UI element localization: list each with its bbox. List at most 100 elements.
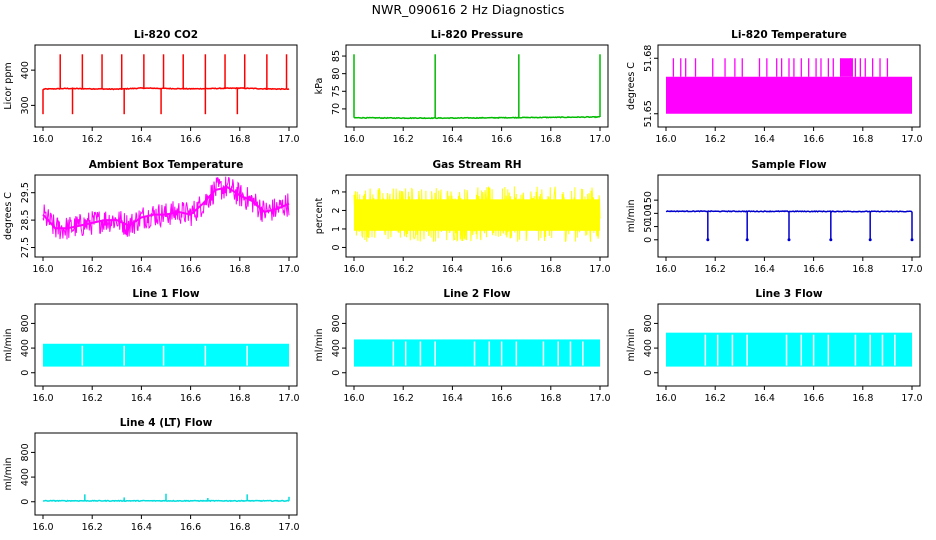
x-tick-label: 16.8 bbox=[229, 522, 250, 533]
x-tick-label: 16.4 bbox=[442, 264, 463, 275]
x-tick-label: 16.6 bbox=[491, 393, 512, 404]
data-layer-pressure bbox=[353, 54, 601, 120]
x-tick-label: 16.4 bbox=[131, 264, 152, 275]
data-layer-co2 bbox=[42, 54, 290, 115]
x-tick-label: 16.2 bbox=[82, 393, 103, 404]
panel-line2: Line 2 Flow 16.0 16.2 16.4 16.6 16.8 17.0 0 400 8… bbox=[314, 288, 611, 404]
data-layer-temperature bbox=[666, 58, 912, 114]
y-tick-label: 85 bbox=[331, 50, 342, 62]
trend-line bbox=[42, 186, 290, 230]
series-band bbox=[43, 343, 289, 367]
series-line bbox=[42, 87, 290, 91]
y-tick-label: 800 bbox=[20, 443, 31, 461]
spike-point bbox=[706, 238, 710, 242]
plot-frame bbox=[657, 174, 921, 258]
x-tick-label: 16.2 bbox=[82, 264, 103, 275]
x-tick-label: 17.0 bbox=[278, 393, 299, 404]
spike-block bbox=[840, 58, 853, 77]
x-tick-label: 16.2 bbox=[705, 264, 726, 275]
panel-co2: Li-820 CO2 16.0 16.2 16.4 16.6 16.8 17.0 300 400… bbox=[3, 29, 300, 145]
series-line bbox=[42, 499, 289, 503]
panel-line3: Line 3 Flow 16.0 16.2 16.4 16.6 16.8 17.0 0 400 8… bbox=[626, 288, 923, 404]
panel-title: Gas Stream RH bbox=[432, 159, 521, 171]
y-axis-label: ml/min bbox=[626, 328, 637, 361]
panel-ambient: Ambient Box Temperature 16.0 16.2 16.4 16.6 1… bbox=[3, 159, 300, 275]
plot-frame bbox=[34, 303, 298, 387]
x-tick-label: 17.0 bbox=[901, 264, 922, 275]
y-tick-label: 70 bbox=[331, 103, 342, 115]
plot-frame bbox=[345, 174, 609, 258]
y-tick-label: 100 bbox=[643, 204, 654, 222]
spike-point bbox=[745, 238, 749, 242]
panel-title: Line 3 Flow bbox=[755, 288, 822, 300]
x-tick-label: 16.0 bbox=[32, 522, 53, 533]
y-tick-label: 300 bbox=[20, 96, 31, 114]
x-tick-label: 17.0 bbox=[901, 393, 922, 404]
y-tick-label: 0 bbox=[643, 370, 654, 376]
x-tick-label: 16.2 bbox=[82, 522, 103, 533]
x-tick-label: 16.6 bbox=[180, 393, 201, 404]
series-band bbox=[354, 339, 600, 367]
y-axis-label: degrees C bbox=[3, 192, 14, 240]
y-tick-label: 800 bbox=[331, 314, 342, 332]
data-layer-line2 bbox=[354, 339, 600, 367]
x-tick-label: 17.0 bbox=[589, 264, 610, 275]
data-layer-ambient bbox=[42, 176, 290, 240]
x-tick-label: 16.6 bbox=[803, 134, 824, 145]
y-axis-label: kPa bbox=[314, 78, 325, 95]
x-tick-label: 16.2 bbox=[393, 264, 414, 275]
y-tick-label: 0 bbox=[20, 370, 31, 376]
plot-frame bbox=[657, 44, 921, 128]
y-tick-label: 400 bbox=[643, 339, 654, 357]
y-axis-label: ml/min bbox=[3, 328, 14, 361]
panel-title: Line 1 Flow bbox=[132, 288, 199, 300]
y-tick-label: 800 bbox=[643, 314, 654, 332]
x-tick-label: 16.6 bbox=[491, 264, 512, 275]
y-axis-label: Licor ppm bbox=[3, 62, 14, 109]
spike-point bbox=[910, 238, 914, 242]
x-tick-label: 17.0 bbox=[278, 134, 299, 145]
y-axis-label: ml/min bbox=[3, 457, 14, 490]
plot-frame bbox=[34, 44, 298, 128]
x-tick-label: 16.8 bbox=[229, 393, 250, 404]
panel-title: Li-820 Temperature bbox=[731, 29, 847, 41]
series-line bbox=[353, 186, 601, 243]
data-layer-line3 bbox=[666, 332, 912, 367]
y-axis-label: percent bbox=[314, 198, 325, 235]
x-tick-label: 16.0 bbox=[655, 134, 676, 145]
panel-pressure: Li-820 Pressure 16.0 16.2 16.4 16.6 16.8 17.0 7… bbox=[314, 29, 611, 145]
x-tick-label: 16.4 bbox=[131, 522, 152, 533]
y-tick-label: 400 bbox=[331, 339, 342, 357]
series-line bbox=[353, 115, 601, 120]
x-tick-label: 16.4 bbox=[131, 134, 152, 145]
series-line bbox=[42, 176, 290, 240]
y-tick-label: 75 bbox=[331, 85, 342, 97]
panel-title: Li-820 CO2 bbox=[134, 29, 198, 41]
plot-frame bbox=[34, 174, 298, 258]
data-layer-line4 bbox=[42, 493, 290, 503]
x-tick-label: 16.4 bbox=[131, 393, 152, 404]
plot-frame bbox=[345, 44, 609, 128]
x-tick-label: 16.8 bbox=[540, 264, 561, 275]
series-band bbox=[666, 332, 912, 367]
x-tick-label: 17.0 bbox=[278, 522, 299, 533]
y-tick-label: 0 bbox=[20, 499, 31, 505]
panel-rh: Gas Stream RH 16.0 16.2 16.4 16.6 16.8 17.0 0 1 2… bbox=[314, 159, 611, 275]
x-tick-label: 17.0 bbox=[589, 134, 610, 145]
data-layer-sample bbox=[665, 210, 914, 242]
panel-sample: Sample Flow 16.0 16.2 16.4 16.6 16.8 17.0 0 5010… bbox=[626, 159, 923, 275]
x-tick-label: 16.8 bbox=[540, 393, 561, 404]
x-tick-label: 16.8 bbox=[229, 134, 250, 145]
x-tick-label: 16.0 bbox=[343, 393, 364, 404]
y-tick-label: 80 bbox=[331, 68, 342, 80]
x-tick-label: 17.0 bbox=[901, 134, 922, 145]
y-tick-label: 800 bbox=[20, 314, 31, 332]
x-tick-label: 16.6 bbox=[803, 264, 824, 275]
x-tick-label: 16.8 bbox=[852, 393, 873, 404]
x-tick-label: 16.4 bbox=[754, 264, 775, 275]
y-tick-label: 150 bbox=[643, 191, 654, 209]
panel-temperature: Li-820 Temperature 16.0 16.2 16.4 16.6 16.8 17… bbox=[626, 29, 923, 145]
x-tick-label: 16.6 bbox=[180, 264, 201, 275]
x-tick-label: 16.8 bbox=[852, 264, 873, 275]
y-tick-label: 0 bbox=[331, 370, 342, 376]
